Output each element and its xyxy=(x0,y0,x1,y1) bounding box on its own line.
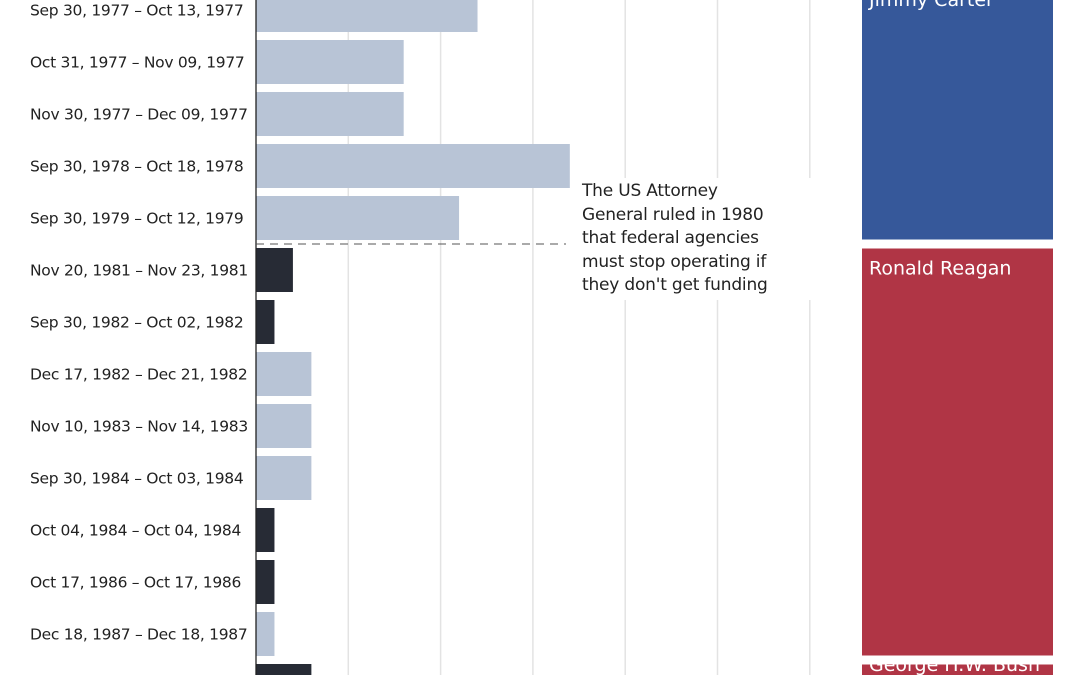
annotation-line: The US Attorney xyxy=(582,181,718,201)
category-label: Sep 30, 1984 – Oct 03, 1984 xyxy=(30,470,243,488)
category-label: Oct 17, 1986 – Oct 17, 1986 xyxy=(30,574,241,592)
bar xyxy=(256,144,570,188)
category-label: Dec 17, 1982 – Dec 21, 1982 xyxy=(30,366,247,384)
bar xyxy=(256,404,312,448)
president-block xyxy=(862,248,1053,656)
category-label: Nov 20, 1981 – Nov 23, 1981 xyxy=(30,262,248,280)
bar xyxy=(256,40,404,84)
category-label: Oct 31, 1977 – Nov 09, 1977 xyxy=(30,54,244,72)
category-label: Nov 10, 1983 – Nov 14, 1983 xyxy=(30,418,248,436)
annotation-note: The US Attorney General ruled in 1980 th… xyxy=(574,178,822,300)
category-label: Sep 30, 1978 – Oct 18, 1978 xyxy=(30,158,243,176)
bar xyxy=(256,92,404,136)
category-label: Nov 30, 1977 – Dec 09, 1977 xyxy=(30,106,248,124)
president-label: Ronald Reagan xyxy=(869,258,1011,280)
president-label: Jimmy Carter xyxy=(868,0,994,11)
president-block xyxy=(862,664,1053,675)
bar xyxy=(256,456,312,500)
bar xyxy=(256,0,478,32)
bar xyxy=(256,560,275,604)
annotation-line: that federal agencies xyxy=(582,228,759,248)
president-label: George H.W. Bush xyxy=(869,654,1040,675)
category-label: Sep 30, 1977 – Oct 13, 1977 xyxy=(30,2,243,20)
bar xyxy=(256,196,460,240)
category-label: Dec 18, 1987 – Dec 18, 1987 xyxy=(30,626,247,644)
annotation-line: must stop operating if xyxy=(582,251,767,272)
bar xyxy=(256,508,275,552)
category-label: Sep 30, 1982 – Oct 02, 1982 xyxy=(30,314,243,332)
bar xyxy=(256,664,312,675)
bar xyxy=(256,612,275,656)
category-label: Oct 04, 1984 – Oct 04, 1984 xyxy=(30,522,241,540)
president-block xyxy=(862,0,1053,240)
annotation-line: General ruled in 1980 xyxy=(582,204,764,225)
annotation-line: they don't get funding xyxy=(582,275,768,295)
category-label: Sep 30, 1979 – Oct 12, 1979 xyxy=(30,210,243,228)
bar xyxy=(256,300,275,344)
bar xyxy=(256,352,312,396)
bar xyxy=(256,248,293,292)
